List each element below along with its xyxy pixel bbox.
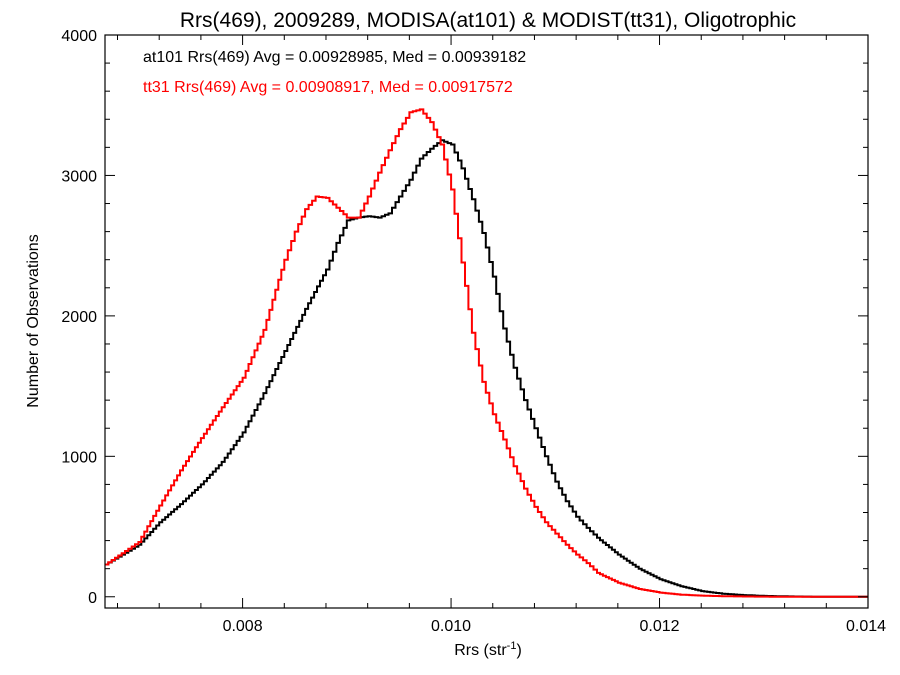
y-tick-label: 0 [88,590,97,607]
y-tick-label: 2000 [61,309,97,326]
x-tick-label: 0.012 [640,618,680,635]
y-tick-label: 3000 [61,168,97,185]
x-axis-label-main: Rrs (str [454,642,507,659]
y-axis-label: Number of Observations [25,234,42,407]
chart-title: Rrs(469), 2009289, MODISA(at101) & MODIS… [180,9,796,32]
y-tick-label: 4000 [61,28,97,45]
x-axis-label-superscript: -1 [507,640,517,652]
y-tick-label: 1000 [61,449,97,466]
x-axis-label-close: ) [516,642,521,659]
legend-annotation-tt31: tt31 Rrs(469) Avg = 0.00908917, Med = 0.… [143,79,513,96]
series-line-tt31 [105,108,868,598]
plot-frame [104,34,869,609]
series-layer [105,108,868,598]
x-tick-label: 0.014 [846,618,886,635]
y-axis-ticks: 0 1000 2000 3000 4000 [61,28,868,607]
x-axis-ticks: 0.008 0.010 0.012 0.014 [117,35,886,635]
x-tick-label: 0.010 [431,618,471,635]
series-line-at101 [105,139,868,598]
x-tick-label: 0.008 [223,618,263,635]
legend-annotation-at101: at101 Rrs(469) Avg = 0.00928985, Med = 0… [143,49,526,66]
x-axis-label: Rrs (str-1) [454,640,522,659]
